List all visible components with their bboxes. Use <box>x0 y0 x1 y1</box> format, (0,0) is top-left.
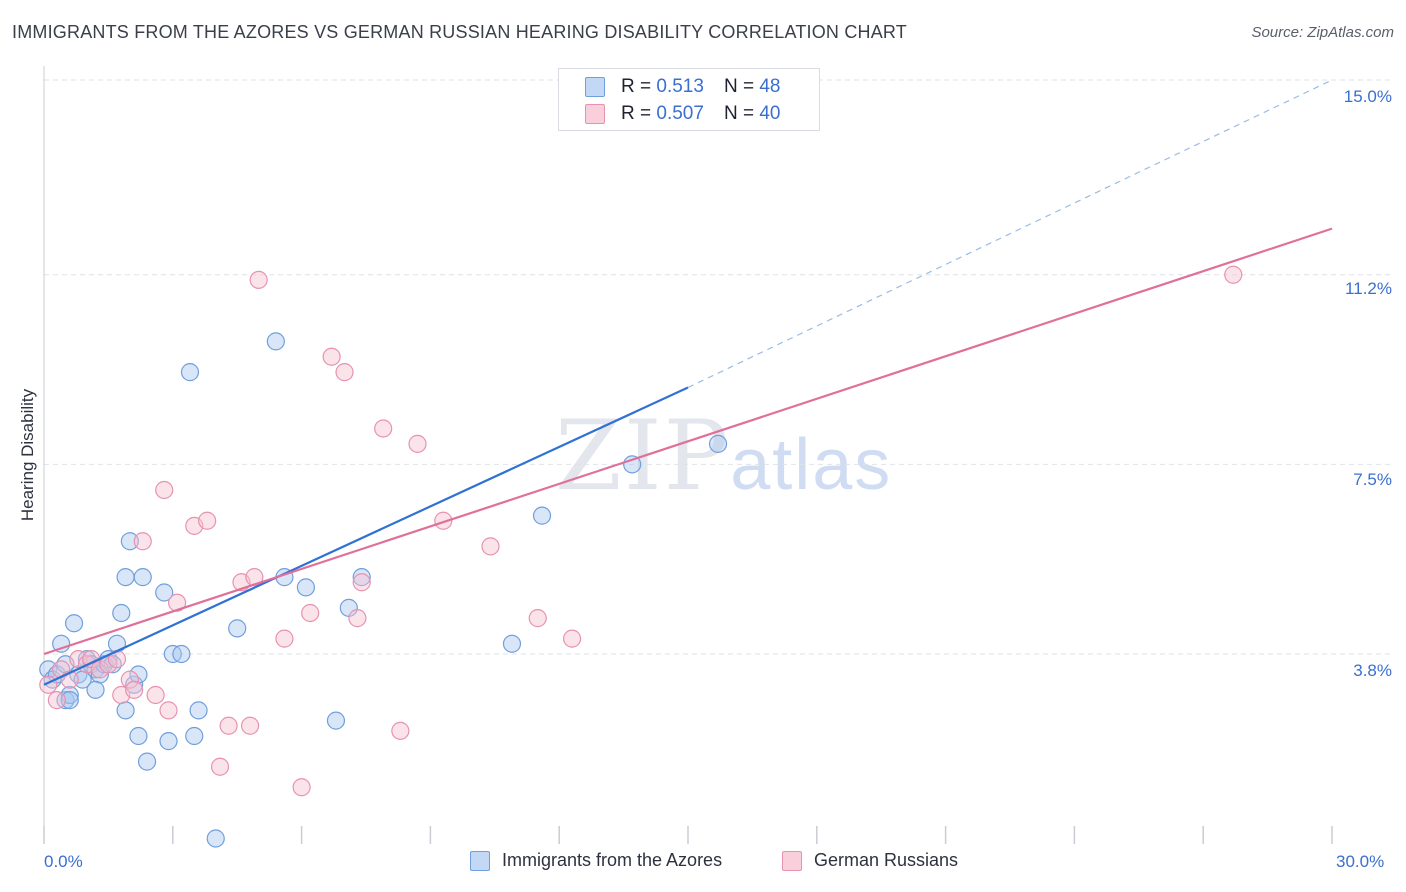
legend-row-azores: R = 0.513 N = 48 <box>585 75 780 99</box>
data-point-azores <box>185 726 204 746</box>
source-label: Source: ZipAtlas.com <box>1251 24 1394 41</box>
x-tick-label: 0.0% <box>44 852 83 871</box>
legend-item-azores[interactable]: Immigrants from the Azores <box>470 850 722 871</box>
data-point-german-russians <box>335 363 354 382</box>
trend-line-azores <box>43 386 689 686</box>
legend-swatch-blue <box>470 850 490 871</box>
data-point-azores <box>120 532 139 551</box>
y-tick-label: 11.2% <box>1345 279 1392 298</box>
legend-label-german-russians: German Russians <box>814 850 959 870</box>
chart-title: IMMIGRANTS FROM THE AZORES VS GERMAN RUS… <box>12 22 907 42</box>
data-point-german-russians <box>120 670 139 689</box>
data-point-german-russians <box>159 701 178 720</box>
data-point-azores <box>352 568 371 587</box>
data-point-azores <box>228 619 247 638</box>
data-point-german-russians <box>528 609 547 628</box>
legend-swatch-blue <box>585 77 605 97</box>
data-point-german-russians <box>1224 265 1243 284</box>
data-point-german-russians <box>348 609 367 628</box>
legend-n-value: 48 <box>759 76 781 97</box>
legend-item-german-russians[interactable]: German Russians <box>782 850 958 871</box>
data-point-german-russians <box>249 270 268 289</box>
data-point-azores <box>116 568 135 587</box>
data-point-german-russians <box>210 757 230 776</box>
data-point-german-russians <box>39 675 58 694</box>
data-point-azores <box>64 614 84 633</box>
data-point-german-russians <box>69 650 88 669</box>
data-point-azores <box>129 726 148 746</box>
x-tick-label: 30.0% <box>1336 852 1385 871</box>
trend-line-azores-extension <box>687 79 1333 389</box>
data-point-german-russians <box>240 716 260 735</box>
legend-n-value: 40 <box>759 103 781 124</box>
data-point-azores <box>266 332 285 351</box>
data-point-azores <box>60 691 79 710</box>
data-point-german-russians <box>125 680 144 699</box>
data-point-azores <box>326 711 346 730</box>
data-point-azores <box>155 583 174 602</box>
legend-row-german-russians: R = 0.507 N = 40 <box>585 102 780 126</box>
watermark-atlas: atlas <box>730 425 893 505</box>
data-point-azores <box>107 634 127 653</box>
y-axis-label: Hearing Disability <box>18 388 37 522</box>
data-point-azores <box>180 363 200 382</box>
legend-n-label: N = <box>723 76 755 97</box>
data-point-german-russians <box>146 685 165 705</box>
legend-swatch-pink <box>585 104 605 124</box>
data-point-german-russians <box>391 721 410 740</box>
data-point-german-russians <box>408 434 427 453</box>
legend-swatch-pink <box>782 850 802 871</box>
data-point-azores <box>296 578 315 597</box>
data-point-german-russians <box>301 603 320 623</box>
data-point-azores <box>86 680 105 699</box>
data-point-german-russians <box>47 691 66 710</box>
data-point-german-russians <box>374 419 393 438</box>
data-point-german-russians <box>275 629 294 648</box>
y-tick-label: 7.5% <box>1353 470 1392 489</box>
data-point-azores <box>133 568 152 587</box>
legend-r-label: R = <box>621 76 652 97</box>
data-point-azores <box>112 603 131 623</box>
data-point-german-russians <box>562 629 582 648</box>
data-point-azores <box>159 732 178 751</box>
data-point-azores <box>189 701 208 720</box>
data-point-azores <box>532 506 552 525</box>
data-point-german-russians <box>133 532 152 551</box>
legend-label-azores: Immigrants from the Azores <box>502 850 723 870</box>
data-point-azores <box>116 701 135 720</box>
watermark: ZIPatlas <box>555 400 892 512</box>
legend-r-value: 0.513 <box>656 76 704 97</box>
data-point-german-russians <box>167 593 187 612</box>
y-tick-label: 3.8% <box>1353 661 1392 680</box>
data-point-german-russians <box>352 573 371 592</box>
legend-r-value: 0.507 <box>656 103 704 124</box>
data-point-german-russians <box>219 716 238 735</box>
data-point-german-russians <box>198 511 217 530</box>
legend-r-label: R = <box>621 103 652 124</box>
data-point-azores <box>708 434 728 453</box>
data-point-azores <box>39 660 58 679</box>
data-point-german-russians <box>155 480 174 500</box>
data-point-azores <box>137 752 157 771</box>
data-point-german-russians <box>90 660 109 679</box>
correlation-legend: R = 0.513 N = 48 R = 0.507 N = 40 <box>558 68 820 131</box>
data-point-german-russians <box>434 511 453 530</box>
data-point-german-russians <box>481 537 500 556</box>
trend-line-german-russians <box>43 227 1333 656</box>
data-point-azores <box>172 644 191 664</box>
data-point-german-russians <box>292 778 311 797</box>
data-point-german-russians <box>322 347 341 366</box>
y-tick-label: 15.0% <box>1343 87 1392 106</box>
data-point-azores <box>502 634 522 653</box>
legend-n-label: N = <box>723 103 755 124</box>
data-point-azores <box>206 829 225 848</box>
